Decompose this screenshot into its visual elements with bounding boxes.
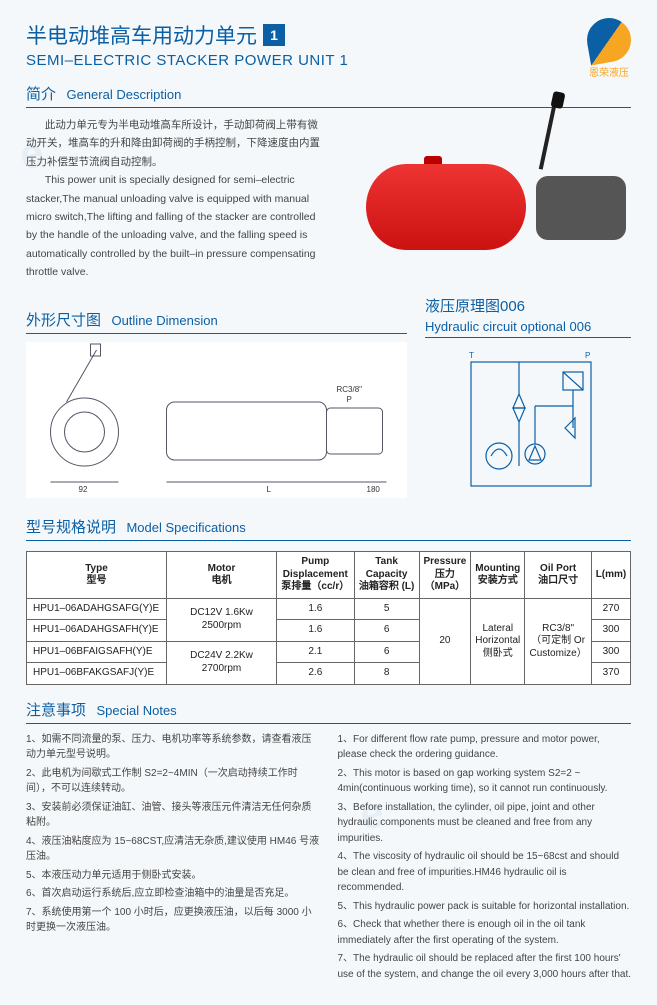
dim-180-label: 180 [367, 485, 381, 494]
notes-cn: 注意事项 [26, 702, 86, 719]
svg-text:P: P [585, 351, 590, 360]
dim-rc-label: RC3/8" [337, 385, 363, 394]
notes-block: 1、如需不同流量的泵、压力、电机功率等系统参数，请查看液压动力单元型号说明。 2… [26, 732, 631, 986]
th-motor: Motor电机 [167, 552, 277, 599]
page-root: 恩荣液压 半电动堆高车用动力单元 1 SEMI–ELECTRIC STACKER… [0, 0, 657, 1005]
dim-en: Outline Dimension [111, 313, 217, 328]
title-num: 1 [263, 24, 285, 46]
spec-cn: 型号规格说明 [26, 519, 116, 536]
th-mount: Mounting安装方式 [471, 552, 525, 599]
dim-l-label: L [267, 485, 272, 494]
dim-p-label: P [347, 395, 352, 404]
circ-en: Hydraulic circuit optional 006 [425, 319, 631, 338]
brand-text: 恩荣液压 [587, 64, 631, 79]
th-tank: TankCapacity油箱容积 (L) [354, 552, 419, 599]
title-cn: 半电动堆高车用动力单元 [26, 20, 257, 50]
desc-en: This power unit is specially designed fo… [26, 171, 326, 281]
section-en: General Description [66, 87, 181, 102]
circ-cn: 液压原理图006 [425, 295, 631, 316]
section-spec: 型号规格说明 Model Specifications [26, 516, 631, 541]
hydraulic-circuit-col: 液压原理图006 Hydraulic circuit optional 006 [425, 295, 631, 502]
brand-logo: 恩荣液压 [587, 18, 631, 79]
th-len: L(mm) [591, 552, 630, 599]
outline-dimension-col: 外形尺寸图 Outline Dimension RC3/8" [26, 295, 407, 502]
spec-table: Type型号 Motor电机 PumpDisplacement泵排量（cc/r）… [26, 551, 631, 685]
title-en: SEMI–ELECTRIC STACKER POWER UNIT 1 [26, 52, 631, 69]
dim-92-label: 92 [79, 485, 88, 494]
section-cn: 简介 [26, 86, 56, 103]
notes-en-col: 1、For different flow rate pump, pressure… [338, 732, 632, 986]
hydraulic-diagram: T P [425, 346, 631, 502]
dim-cn: 外形尺寸图 [26, 312, 101, 329]
th-port: Oil Port油口尺寸 [525, 552, 592, 599]
notes-en: Special Notes [96, 703, 176, 718]
th-pump: PumpDisplacement泵排量（cc/r） [277, 552, 355, 599]
desc-cn: 此动力单元专为半电动堆高车所设计，手动卸荷阀上带有微动开关，堆高车的升和降由卸荷… [26, 116, 326, 171]
table-row: HPU1–06ADAHGSAFG(Y)E DC12V 1.6Kw 2500rpm… [27, 598, 631, 620]
product-photo [346, 106, 636, 276]
logo-icon [584, 15, 635, 66]
outline-diagram: RC3/8" P L 92 180 [26, 342, 407, 498]
notes-cn-col: 1、如需不同流量的泵、压力、电机功率等系统参数，请查看液压动力单元型号说明。 2… [26, 732, 320, 986]
th-pressure: Pressure压力（MPa） [419, 552, 471, 599]
title-row: 半电动堆高车用动力单元 1 [26, 20, 631, 50]
th-type: Type型号 [27, 552, 167, 599]
description-block: 此动力单元专为半电动堆高车所设计，手动卸荷阀上带有微动开关，堆高车的升和降由卸荷… [26, 116, 631, 281]
svg-text:T: T [469, 351, 474, 360]
section-description: 简介 General Description [26, 83, 631, 108]
section-notes: 注意事项 Special Notes [26, 699, 631, 724]
spec-en: Model Specifications [126, 520, 245, 535]
